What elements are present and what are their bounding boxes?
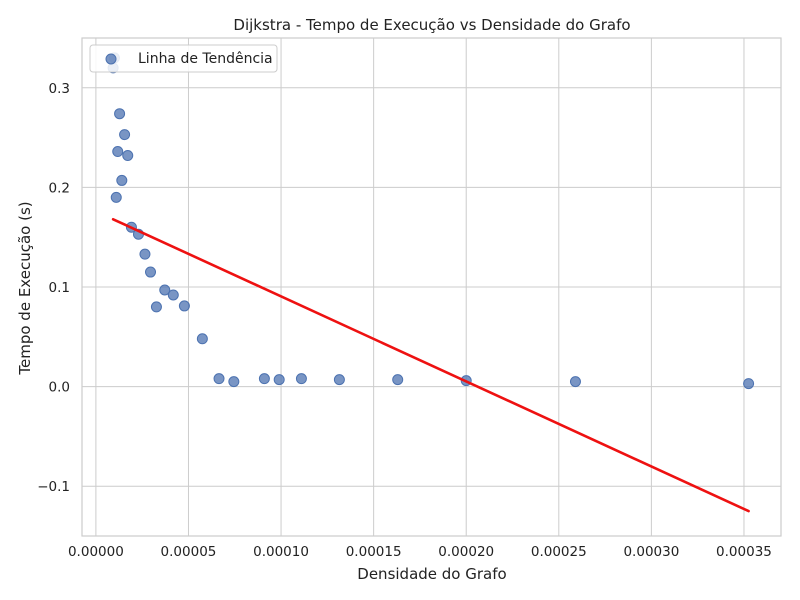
data-point xyxy=(295,373,307,385)
trend-line xyxy=(111,217,750,513)
data-point xyxy=(110,191,122,203)
x-tick-label: 0.00020 xyxy=(438,544,494,560)
y-axis-label: Tempo de Execução (s) xyxy=(16,201,34,375)
data-point xyxy=(119,129,131,141)
grid-lines xyxy=(82,38,781,536)
x-tick-label: 0.00000 xyxy=(68,544,124,560)
data-point xyxy=(145,266,157,278)
data-point xyxy=(213,373,225,385)
x-tick-label: 0.00035 xyxy=(716,544,772,560)
legend-label: Linha de Tendência xyxy=(138,51,273,67)
data-point xyxy=(333,374,345,386)
x-tick-label: 0.00025 xyxy=(531,544,587,560)
y-tick-label: 0.1 xyxy=(49,280,70,296)
data-point xyxy=(139,248,151,260)
legend: Linha de Tendência xyxy=(89,44,278,73)
x-tick-label: 0.00030 xyxy=(623,544,679,560)
data-point xyxy=(178,300,190,312)
chart-title: Dijkstra - Tempo de Execução vs Densidad… xyxy=(233,16,630,34)
legend-marker xyxy=(105,53,117,65)
y-tick-label: −0.1 xyxy=(37,479,70,495)
data-point xyxy=(112,146,124,158)
data-point xyxy=(116,174,128,186)
y-tick-label: 0.0 xyxy=(49,380,70,396)
data-point xyxy=(167,289,179,301)
data-point xyxy=(122,150,134,162)
x-axis-ticks: 0.00000 0.00005 0.00010 0.00015 0.00020 0.000… xyxy=(68,544,772,560)
data-point xyxy=(258,373,270,385)
x-tick-label: 0.00010 xyxy=(253,544,309,560)
data-point xyxy=(273,374,285,386)
data-point xyxy=(569,376,581,388)
legend-box xyxy=(89,44,278,73)
data-point xyxy=(392,374,404,386)
data-point xyxy=(196,333,208,345)
data-point xyxy=(743,378,755,390)
x-tick-label: 0.00005 xyxy=(161,544,217,560)
data-point xyxy=(150,301,162,313)
data-point xyxy=(159,284,171,296)
data-point xyxy=(228,376,240,388)
x-tick-label: 0.00015 xyxy=(346,544,402,560)
data-point xyxy=(114,108,126,120)
x-axis-label: Densidade do Grafo xyxy=(357,565,506,583)
y-tick-label: 0.2 xyxy=(49,180,70,196)
y-axis-ticks: −0.1 0.0 0.1 0.2 0.3 xyxy=(37,81,70,495)
trend-line-group xyxy=(111,217,750,513)
y-tick-label: 0.3 xyxy=(49,81,70,97)
